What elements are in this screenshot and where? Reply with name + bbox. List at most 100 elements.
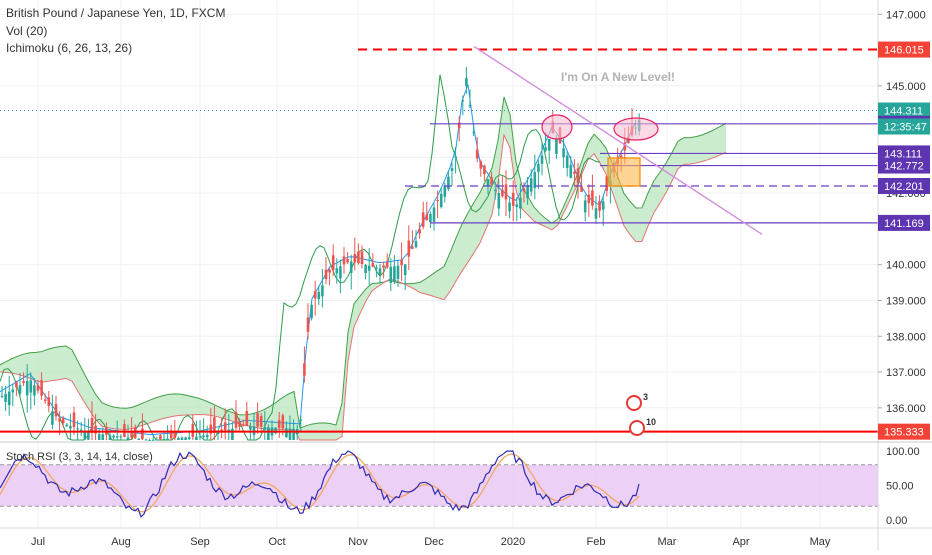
candle-body [18,385,22,394]
candle-112 [403,264,407,291]
candle-23 [83,417,87,440]
candle-77 [277,411,281,438]
candle-44 [159,433,162,440]
candle-body [216,432,220,435]
cloud-segment-14 [84,373,90,411]
time-label-7: Feb [587,536,606,548]
price-tag-6: 141.169 [878,214,930,231]
candle-body [79,429,83,432]
candle-body [25,380,29,396]
price-tag-bg [878,145,930,162]
candle-body [605,176,609,191]
cloud-segment-69 [414,282,420,293]
candle-body [180,437,184,440]
candle-127 [457,116,461,142]
candle-body [454,156,457,158]
candle-body [0,395,4,397]
candle-body [69,425,72,429]
cloud-segment-36 [216,405,222,418]
candle-56 [202,418,205,440]
candle-body [169,430,173,439]
cloud-segment-22 [132,405,138,429]
candle-160 [576,162,580,199]
candle-70 [252,413,256,440]
candle-body [418,229,421,234]
price-tag-bg [878,102,930,119]
candle-134 [483,164,486,182]
candle-body [411,246,414,249]
candle-30 [108,428,112,440]
candle-body [310,304,313,319]
cloud-segment-32 [192,396,198,415]
candle-body [252,426,256,435]
cloud-segment-57 [342,332,348,437]
price-tag-bg [878,177,930,194]
candle-body [403,264,407,276]
candle-body [58,418,61,422]
senkou-span-a [0,96,727,429]
cloud-segment-62 [372,283,378,291]
candle-body [475,149,479,159]
candle-body [4,393,7,402]
grid [0,0,878,528]
candle-body [436,199,439,202]
cloud-segment-104 [624,193,630,235]
candle-88 [317,285,321,305]
cloud-segment-38 [228,410,234,422]
highlight-box [607,157,641,187]
cloud-segment-27 [162,394,168,419]
candle-body [205,434,209,438]
candle-body [259,416,263,427]
candle-body [555,138,558,154]
volume-legend[interactable]: Vol (20) [6,24,48,38]
candle-105 [378,263,382,284]
candle-body [522,188,526,192]
price-tag-7: 135.333 [878,423,930,440]
candle-92 [331,244,335,277]
candle-body [65,424,69,427]
candle-body [519,197,522,209]
candle-61 [220,417,223,439]
candle-49 [177,436,180,440]
time-label-3: Oct [268,536,285,548]
candle-body [396,265,400,279]
candle-body [202,435,205,437]
candle-118 [425,201,429,221]
candle-body [544,147,547,151]
candle-body [33,385,36,396]
cloud-segment-118 [708,129,714,160]
cloud-segment-72 [432,270,438,298]
candle-body [342,256,346,265]
event-marker-icon [626,395,642,411]
candle-119 [429,211,432,228]
candle-body [148,439,151,441]
candle-87 [313,280,317,316]
candle-103 [371,253,375,268]
cloud-segment-34 [204,400,210,416]
candle-body [371,262,375,267]
price-tag-5: 142.201 [878,177,930,194]
candle-body [274,427,277,434]
cloud-segment-105 [630,201,636,242]
price-tick-label-1: 145.000 [886,81,926,93]
cloud-segment-78 [468,202,474,263]
candle-122 [439,187,443,209]
ichimoku-legend[interactable]: Ichimoku (6, 26, 13, 26) [6,41,133,55]
symbol-legend[interactable]: British Pound / Japanese Yen, 1D, FXCM [6,6,226,20]
candle-25 [90,401,94,440]
candle-6 [22,372,25,387]
candle-41 [148,438,151,441]
candle-106 [382,261,385,279]
candle-31 [112,434,115,440]
candle-body [515,204,519,208]
cloud-segment-75 [450,237,456,292]
cloud-segment-68 [408,283,414,289]
candle-38 [137,438,141,440]
candle-body [137,438,141,440]
candle-58 [209,408,213,440]
candle-57 [205,425,209,440]
candle-4 [15,380,18,397]
stoch-rsi-pane: Stoch RSI (3, 3, 14, 14, close) [0,450,878,518]
